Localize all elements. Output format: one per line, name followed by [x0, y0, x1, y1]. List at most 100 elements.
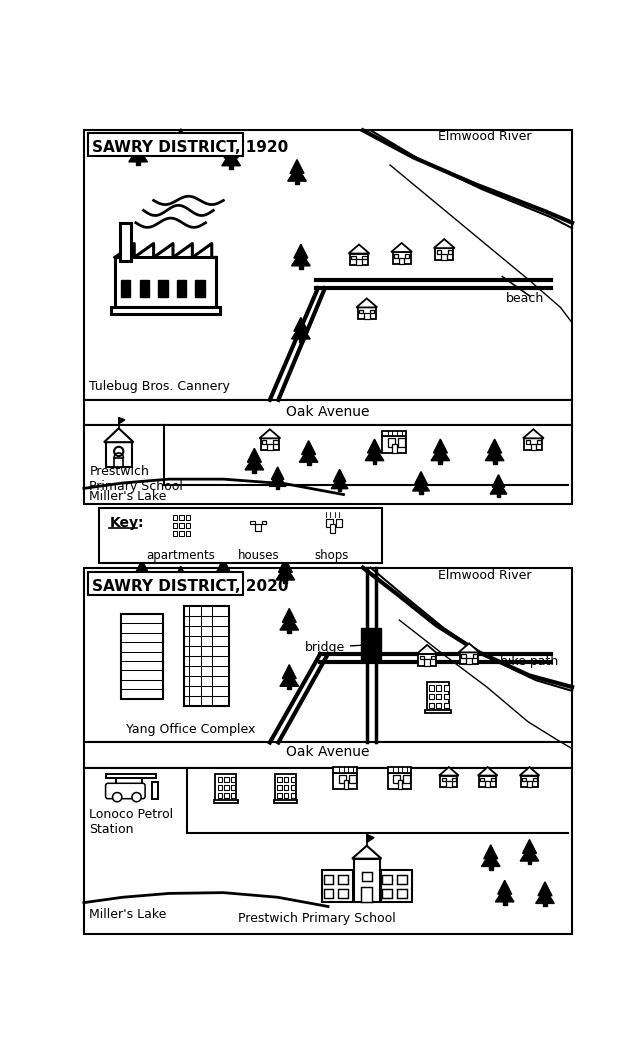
Bar	[170, 512, 191, 540]
Bar	[403, 775, 410, 783]
Bar	[224, 793, 228, 798]
Bar	[503, 901, 507, 905]
Bar	[106, 774, 156, 778]
Bar	[84, 131, 572, 399]
Bar	[436, 694, 442, 700]
Polygon shape	[280, 616, 298, 630]
Bar	[429, 703, 434, 708]
Bar	[218, 793, 222, 798]
Circle shape	[114, 447, 124, 456]
Bar	[392, 252, 411, 264]
Bar	[388, 767, 411, 773]
Polygon shape	[222, 151, 241, 165]
Bar	[284, 793, 288, 798]
Bar	[307, 462, 310, 465]
Bar	[481, 778, 484, 781]
Text: bike path: bike path	[500, 656, 558, 668]
Bar	[291, 793, 295, 798]
Bar	[99, 508, 382, 563]
Bar	[425, 710, 451, 714]
Text: Yang Office Complex: Yang Office Complex	[127, 723, 256, 737]
Bar	[361, 887, 372, 902]
Bar	[273, 800, 297, 802]
Bar	[275, 774, 296, 802]
Bar	[218, 777, 222, 782]
Bar	[382, 431, 406, 436]
Bar	[284, 785, 288, 790]
Bar	[349, 775, 356, 783]
Polygon shape	[247, 509, 269, 519]
Bar	[333, 767, 356, 773]
Bar	[344, 780, 348, 789]
Bar	[158, 280, 168, 297]
Bar	[140, 581, 144, 585]
Bar	[479, 776, 496, 786]
Bar	[186, 523, 190, 528]
Polygon shape	[290, 159, 304, 174]
Bar	[440, 776, 458, 786]
Bar	[299, 265, 303, 269]
Bar	[322, 870, 353, 902]
Text: SAWRY DISTRICT, 2020: SAWRY DISTRICT, 2020	[92, 579, 288, 593]
Bar	[497, 493, 500, 496]
Bar	[120, 222, 131, 261]
Bar	[184, 606, 229, 706]
Polygon shape	[415, 471, 428, 484]
Polygon shape	[431, 446, 450, 461]
Polygon shape	[214, 565, 233, 580]
Bar	[267, 444, 273, 450]
Bar	[249, 519, 268, 531]
Bar	[393, 775, 400, 783]
Bar	[489, 865, 493, 870]
Bar	[364, 313, 369, 319]
Bar	[429, 685, 434, 690]
Polygon shape	[174, 129, 188, 142]
Bar	[255, 524, 261, 531]
Text: SAWRY DISTRICT, 1920: SAWRY DISTRICT, 1920	[92, 140, 288, 155]
Bar	[136, 161, 140, 165]
Bar	[284, 777, 288, 782]
Bar	[121, 280, 131, 297]
Polygon shape	[433, 440, 447, 453]
Bar	[177, 280, 186, 297]
Bar	[419, 490, 423, 493]
Circle shape	[113, 793, 122, 802]
Bar	[221, 580, 225, 583]
Bar	[252, 469, 256, 473]
Polygon shape	[300, 448, 318, 463]
Text: Oak Avenue: Oak Avenue	[286, 405, 370, 419]
Text: Lonoco Petrol
Station: Lonoco Petrol Station	[90, 808, 173, 836]
Bar	[522, 778, 526, 781]
Polygon shape	[129, 148, 147, 162]
Bar	[491, 778, 495, 781]
Bar	[485, 781, 490, 786]
Bar	[88, 571, 243, 594]
Polygon shape	[367, 835, 374, 842]
Bar	[527, 860, 531, 864]
Bar	[276, 486, 280, 489]
Bar	[399, 257, 404, 264]
Polygon shape	[172, 573, 190, 588]
Bar	[388, 438, 395, 447]
Text: Key:: Key:	[109, 516, 144, 530]
Bar	[382, 875, 392, 883]
Bar	[467, 658, 472, 664]
Bar	[392, 444, 397, 453]
Polygon shape	[269, 473, 286, 486]
Bar	[420, 656, 424, 660]
Text: shops: shops	[315, 549, 349, 562]
Polygon shape	[248, 448, 261, 463]
Bar	[370, 310, 374, 313]
Polygon shape	[367, 440, 381, 453]
Bar	[472, 655, 477, 658]
Bar	[179, 150, 182, 154]
Bar	[397, 780, 403, 789]
Text: Miller's Lake: Miller's Lake	[90, 909, 166, 921]
Bar	[84, 568, 572, 742]
Bar	[446, 781, 452, 786]
Bar	[338, 488, 341, 491]
Polygon shape	[417, 645, 438, 653]
Polygon shape	[413, 477, 429, 491]
Bar	[448, 250, 452, 254]
Bar	[436, 250, 441, 254]
